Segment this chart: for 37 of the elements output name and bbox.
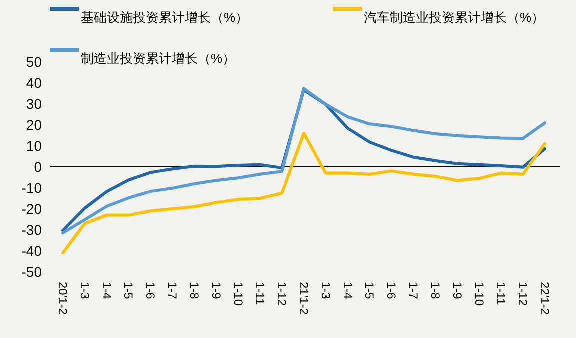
legend-label: 基础设施投资累计增长（%） — [81, 10, 249, 25]
x-tick-label: 1-4 — [100, 282, 114, 300]
x-tick-label: 1-10 — [231, 282, 246, 306]
x-tick-label: 1-9 — [450, 282, 464, 300]
x-tick-label: 1-3 — [318, 282, 333, 300]
y-tick-label: -10 — [22, 180, 42, 196]
x-tick-label: 1-5 — [362, 282, 377, 300]
x-tick-label: 1-12 — [275, 282, 290, 306]
x-tick-label: 1-11 — [253, 282, 268, 306]
x-tick-label: 1-11 — [494, 282, 508, 306]
x-tick-label: 1-5 — [122, 282, 136, 300]
x-tick-label: 22'1-2 — [538, 282, 552, 316]
y-tick-label: 30 — [26, 96, 42, 112]
y-tick-label: 20 — [26, 117, 42, 133]
x-tick-label: 1-3 — [78, 282, 92, 300]
x-tick-label: 1-7 — [406, 282, 421, 300]
x-tick-label: 1-8 — [187, 282, 202, 300]
y-tick-label: 50 — [26, 54, 42, 70]
y-tick-label: -40 — [22, 243, 42, 259]
x-tick-label: 21'1-2 — [297, 282, 311, 316]
x-tick-label: 1-12 — [516, 282, 530, 306]
x-tick-label: 20'1-2 — [56, 282, 70, 316]
y-tick-label: -50 — [22, 264, 42, 280]
y-tick-label: 0 — [34, 159, 42, 175]
y-tick-label: 10 — [26, 138, 42, 154]
x-tick-label: 1-9 — [209, 282, 224, 300]
x-tick-label: 1-8 — [428, 282, 442, 300]
x-tick-label: 1-6 — [384, 282, 399, 300]
y-tick-label: -20 — [22, 201, 42, 217]
y-tick-label: 40 — [26, 75, 42, 91]
x-tick-label: 1-6 — [144, 282, 158, 300]
legend-label: 制造业投资累计增长（%） — [81, 51, 236, 66]
legend-label: 汽车制造业投资累计增长（%） — [364, 10, 545, 25]
x-tick-label: 1-10 — [472, 282, 486, 306]
x-tick-label: 1-7 — [166, 282, 180, 300]
x-tick-label: 1-4 — [340, 282, 355, 300]
y-tick-label: -30 — [22, 222, 42, 238]
